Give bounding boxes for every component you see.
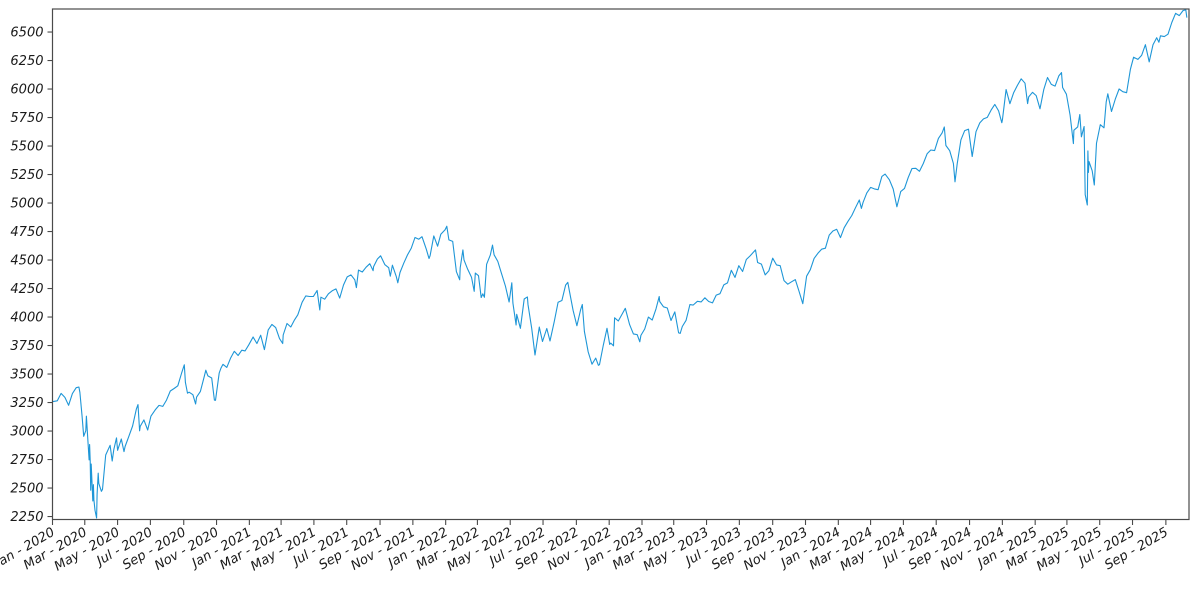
- y-tick-label: 5000: [10, 197, 43, 212]
- y-tick-label: 4250: [10, 282, 43, 297]
- y-tick-label: 4500: [10, 254, 43, 269]
- y-tick-label: 5500: [10, 140, 43, 155]
- y-axis: 2250 2500 2750 3000 3250 3500 3750 4000 4250 4500…: [10, 26, 53, 525]
- y-tick-label: 6500: [10, 26, 43, 41]
- y-tick-label: 2250: [10, 510, 43, 525]
- y-tick-label: 3250: [10, 396, 43, 411]
- plot-frame: [51, 8, 1190, 521]
- y-tick-label: 6250: [10, 54, 43, 69]
- series-group: [52, 9, 1188, 519]
- y-tick-label: 3000: [10, 425, 43, 440]
- y-tick-label: 2500: [10, 482, 43, 497]
- y-tick-label: 4750: [10, 225, 43, 240]
- y-tick-label: 2750: [10, 453, 43, 468]
- y-tick-label: 5250: [10, 168, 43, 183]
- y-tick-label: 3500: [10, 368, 43, 383]
- y-tick-label: 6000: [10, 83, 43, 98]
- price-line: [52, 9, 1188, 519]
- y-tick-label: 5750: [10, 111, 43, 126]
- y-tick-label: 4000: [10, 311, 43, 326]
- y-tick-label: 3750: [10, 339, 43, 354]
